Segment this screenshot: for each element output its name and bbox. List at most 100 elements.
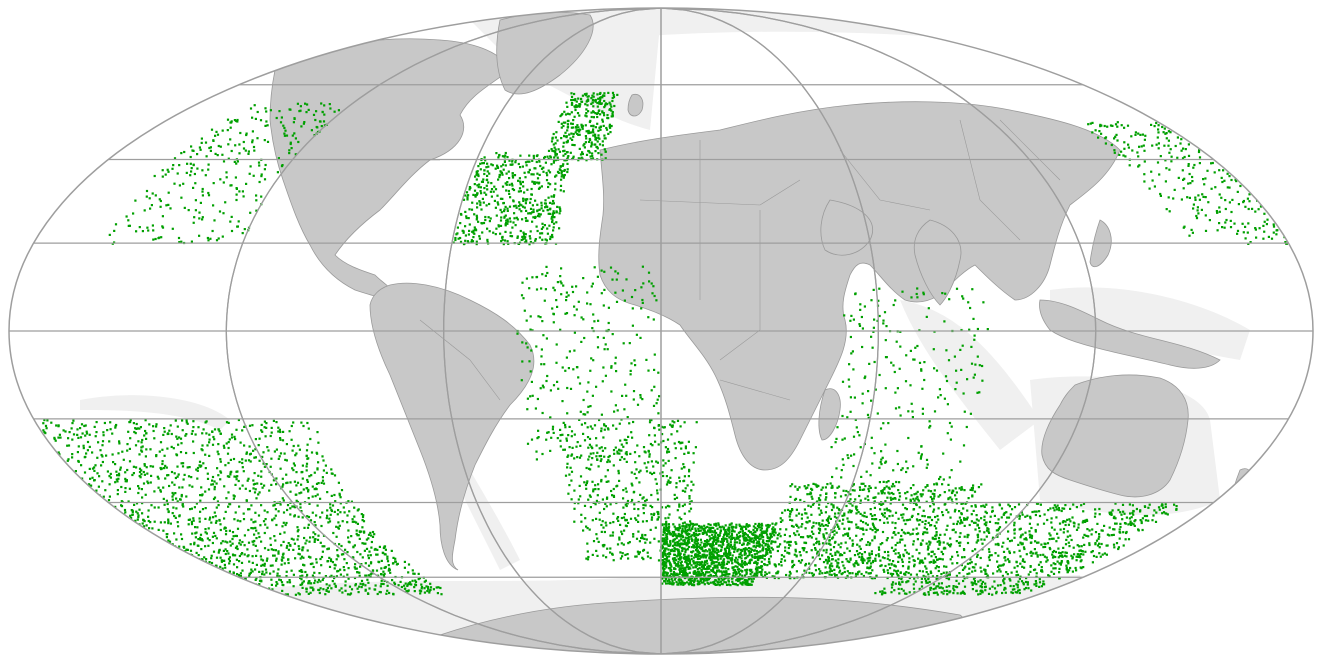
observation-point <box>591 94 594 97</box>
observation-point <box>207 163 210 166</box>
observation-point <box>566 105 569 108</box>
observation-point <box>313 571 316 574</box>
observation-point <box>249 571 252 574</box>
observation-point <box>664 506 668 509</box>
observation-point <box>540 348 543 351</box>
observation-point <box>256 137 259 140</box>
observation-point <box>620 530 623 533</box>
observation-point <box>335 535 338 538</box>
observation-point <box>419 592 422 595</box>
observation-point <box>608 101 611 104</box>
observation-point <box>1143 138 1146 141</box>
observation-point <box>692 452 695 455</box>
observation-point <box>163 521 166 524</box>
observation-point <box>709 531 712 534</box>
observation-point <box>644 534 647 537</box>
observation-point <box>575 126 578 129</box>
observation-point <box>281 583 284 586</box>
observation-point <box>289 142 292 146</box>
observation-point <box>982 301 985 304</box>
observation-point <box>82 447 85 450</box>
observation-point <box>222 181 225 184</box>
observation-point <box>503 216 506 219</box>
observation-point <box>761 556 764 559</box>
observation-point <box>678 526 681 529</box>
observation-point <box>530 173 533 176</box>
observation-point <box>202 462 205 465</box>
observation-point <box>670 577 673 581</box>
observation-point <box>541 222 544 225</box>
observation-point <box>97 485 100 488</box>
observation-point <box>570 453 574 456</box>
observation-point <box>484 215 487 219</box>
observation-point <box>1218 222 1221 225</box>
observation-point <box>594 133 597 136</box>
observation-point <box>770 540 773 543</box>
observation-point <box>187 209 190 212</box>
observation-point <box>493 199 496 202</box>
observation-point <box>351 518 354 521</box>
observation-point <box>255 497 258 500</box>
observation-point <box>725 537 728 540</box>
observation-point <box>596 451 599 454</box>
observation-point <box>688 470 691 473</box>
observation-point <box>362 520 366 523</box>
observation-point <box>709 573 712 576</box>
observation-point <box>420 587 423 590</box>
observation-point <box>159 490 162 493</box>
observation-point <box>311 511 314 514</box>
observation-point <box>560 126 563 129</box>
observation-point <box>709 565 712 568</box>
observation-point <box>556 205 559 208</box>
observation-point <box>185 419 188 422</box>
observation-point <box>295 471 298 474</box>
observation-point <box>861 402 864 405</box>
observation-point <box>226 475 229 478</box>
observation-point <box>541 452 544 456</box>
observation-point <box>307 490 310 493</box>
observation-point <box>523 309 526 312</box>
observation-point <box>467 194 470 197</box>
observation-point <box>978 364 981 367</box>
observation-point <box>473 232 476 235</box>
observation-point <box>612 487 615 491</box>
observation-point <box>588 528 591 531</box>
observation-point <box>275 581 278 584</box>
observation-point <box>276 582 279 585</box>
observation-point <box>586 104 589 107</box>
observation-point <box>675 486 678 489</box>
observation-point <box>339 496 342 499</box>
observation-point <box>238 190 241 193</box>
observation-point <box>118 440 121 443</box>
observation-point <box>380 567 383 570</box>
observation-point <box>217 428 220 431</box>
observation-point <box>333 582 336 585</box>
observation-point <box>618 422 621 425</box>
observation-point <box>76 451 79 454</box>
observation-point <box>465 215 468 218</box>
observation-point <box>269 109 272 112</box>
observation-point <box>683 466 686 469</box>
observation-point <box>552 384 556 387</box>
observation-point <box>129 514 132 517</box>
observation-point <box>616 93 619 96</box>
observation-point <box>646 555 650 558</box>
observation-point <box>760 522 763 525</box>
observation-point <box>219 458 222 461</box>
observation-point <box>278 428 281 431</box>
observation-point <box>273 535 276 538</box>
observation-point <box>289 513 292 516</box>
observation-point <box>265 422 268 425</box>
observation-point <box>406 583 410 586</box>
observation-point <box>502 243 505 246</box>
observation-point <box>315 514 318 517</box>
observation-point <box>582 432 585 435</box>
observation-point <box>335 525 338 528</box>
observation-point <box>596 146 599 149</box>
observation-point <box>859 303 862 306</box>
observation-point <box>523 206 526 209</box>
observation-point <box>1218 169 1221 172</box>
observation-point <box>633 503 636 506</box>
observation-point <box>612 424 615 427</box>
observation-point <box>669 582 672 585</box>
